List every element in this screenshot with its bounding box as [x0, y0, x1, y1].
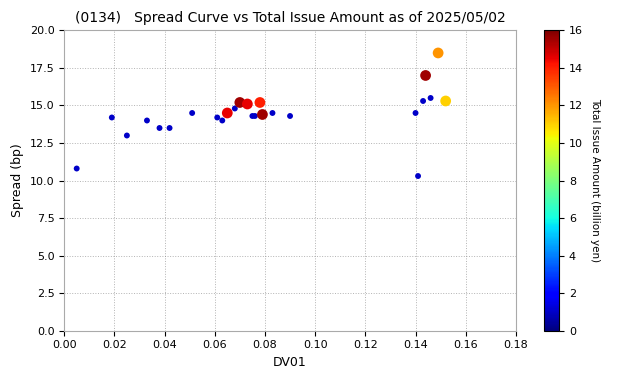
- Point: [426, 95, 436, 101]
- Point: [217, 117, 227, 124]
- Point: [164, 125, 175, 131]
- Point: [142, 117, 152, 124]
- Y-axis label: Spread (bp): Spread (bp): [11, 144, 24, 217]
- Point: [235, 100, 245, 106]
- Point: [212, 114, 222, 120]
- Point: [107, 114, 117, 120]
- Point: [187, 110, 197, 116]
- Point: [250, 113, 260, 119]
- Y-axis label: Total Issue Amount (billion yen): Total Issue Amount (billion yen): [589, 98, 600, 263]
- Point: [154, 125, 164, 131]
- Point: [268, 110, 278, 116]
- Point: [418, 98, 428, 104]
- Title: (0134)   Spread Curve vs Total Issue Amount as of 2025/05/02: (0134) Spread Curve vs Total Issue Amoun…: [75, 11, 506, 25]
- Point: [410, 110, 420, 116]
- Point: [230, 105, 240, 111]
- Point: [285, 113, 295, 119]
- Point: [255, 100, 265, 106]
- X-axis label: DV01: DV01: [273, 356, 307, 369]
- Point: [420, 73, 431, 79]
- Point: [433, 50, 444, 56]
- Point: [122, 133, 132, 139]
- Point: [413, 173, 423, 179]
- Point: [72, 165, 82, 171]
- Point: [257, 111, 268, 117]
- Point: [247, 113, 257, 119]
- Point: [243, 101, 253, 107]
- Point: [222, 110, 232, 116]
- Point: [440, 98, 451, 104]
